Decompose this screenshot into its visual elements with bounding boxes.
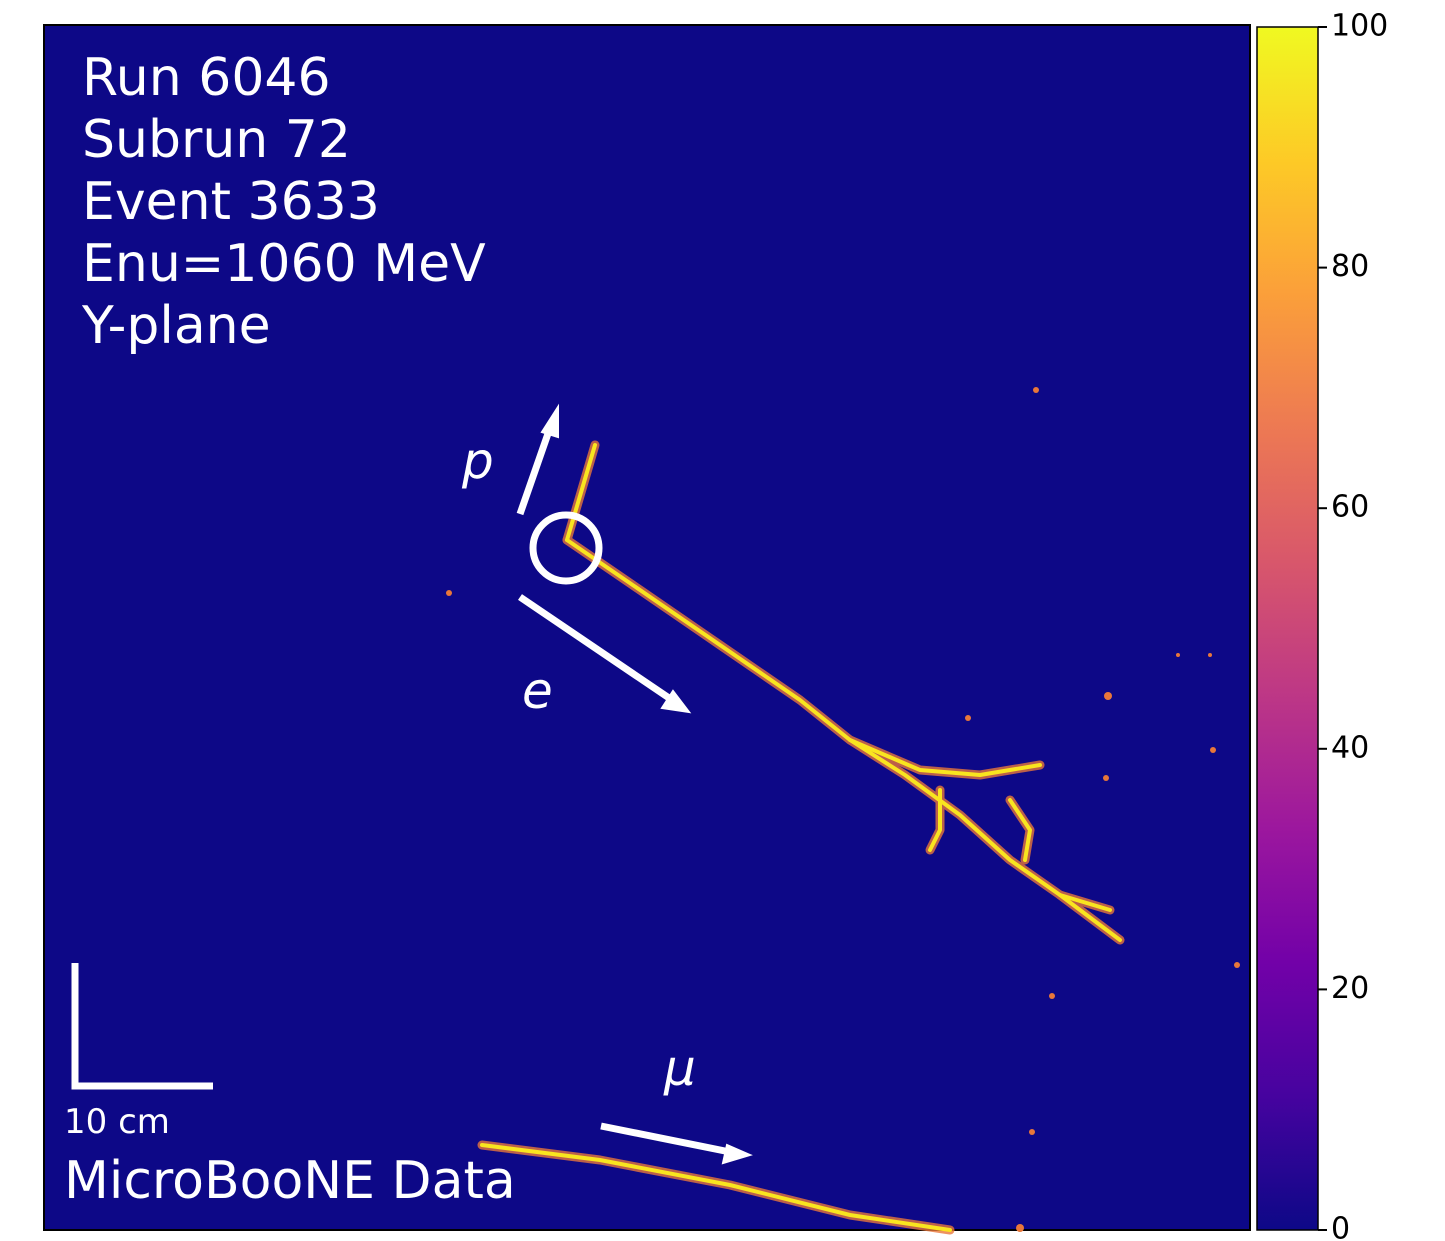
annotation: Enu=1060 MeV — [82, 234, 486, 294]
muon-label: μ — [663, 1039, 696, 1097]
annotation: Subrun 72 — [82, 110, 351, 170]
colorbar-tick-label: 20 — [1331, 971, 1369, 1006]
colorbar — [1257, 27, 1318, 1230]
electron-label: e — [522, 662, 553, 720]
footer: MicroBooNE Data — [64, 1151, 516, 1211]
annotation: Y-plane — [81, 296, 271, 356]
scale-label: 10 cm — [64, 1102, 170, 1142]
event-display: Run 6046Subrun 72Event 3633Enu=1060 MeVY… — [0, 0, 1445, 1241]
proton-label: p — [461, 432, 494, 490]
annotation: Run 6046 — [82, 48, 331, 108]
annotation: Event 3633 — [82, 172, 380, 232]
colorbar-tick-label: 80 — [1331, 249, 1369, 284]
colorbar-tick-label: 40 — [1331, 730, 1369, 765]
colorbar-tick-label: 100 — [1331, 9, 1388, 44]
colorbar-tick-label: 60 — [1331, 490, 1369, 525]
colorbar-tick-label: 0 — [1331, 1212, 1350, 1241]
